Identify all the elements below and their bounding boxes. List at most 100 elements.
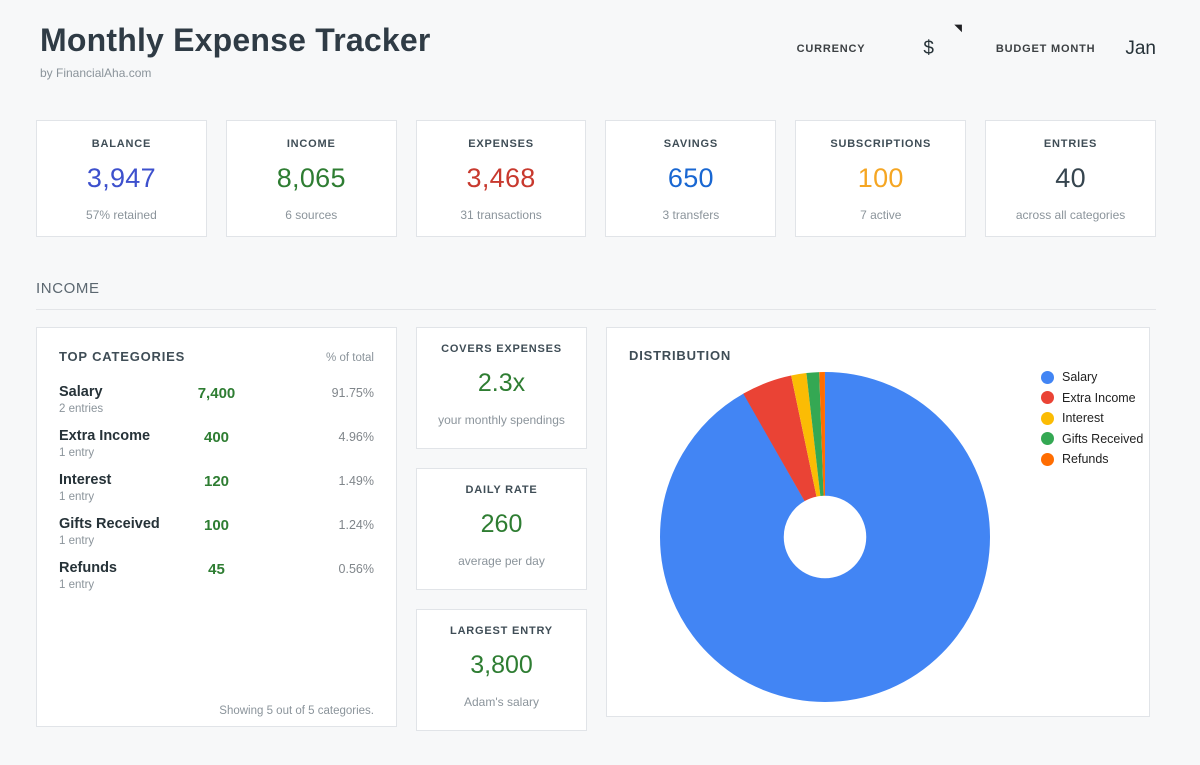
top-categories-title: TOP CATEGORIES: [59, 349, 186, 364]
kpi-label: DAILY RATE: [465, 484, 538, 496]
top-categories-header: TOP CATEGORIES % of total: [59, 349, 374, 364]
category-name-block: Extra Income 1 entry: [59, 428, 177, 459]
legend-label: Extra Income: [1062, 390, 1136, 405]
page-title: Monthly Expense Tracker: [40, 22, 431, 58]
kpi-label: LARGEST ENTRY: [450, 625, 553, 637]
kpi-label: COVERS EXPENSES: [441, 343, 562, 355]
stat-value: 3,947: [86, 163, 156, 193]
legend-dot-icon: [1041, 432, 1054, 445]
kpi-column: COVERS EXPENSES 2.3x your monthly spendi…: [416, 327, 587, 731]
largest-entry-card: LARGEST ENTRY 3,800 Adam's salary: [416, 609, 587, 731]
table-row: Interest 1 entry 120 1.49%: [59, 472, 374, 503]
pie-slice-interest: [660, 372, 990, 702]
legend-label: Salary: [1062, 370, 1098, 384]
stat-card-savings: SAVINGS 650 3 transfers: [605, 120, 777, 237]
donut-chart: [660, 372, 990, 702]
stat-value: 100: [857, 163, 904, 193]
currency-selector[interactable]: $ ◥: [923, 24, 962, 60]
category-value: 7,400: [197, 385, 236, 402]
category-percent: 1.49%: [338, 474, 374, 488]
pie-chart-svg: [660, 372, 990, 702]
chart-legend: Salary Extra Income Interest Gifts Recei…: [1041, 370, 1143, 473]
income-section-body: TOP CATEGORIES % of total Salary 2 entri…: [36, 327, 1200, 731]
table-row: Salary 2 entries 7,400 91.75%: [59, 384, 374, 415]
currency-value: $: [923, 38, 934, 59]
stat-card-subscriptions: SUBSCRIPTIONS 100 7 active: [795, 120, 967, 237]
stat-label: BALANCE: [91, 138, 152, 150]
page-subtitle: by FinancialAha.com: [40, 66, 152, 80]
category-entries: 1 entry: [59, 447, 95, 459]
stat-subtext: across all categories: [1015, 208, 1126, 222]
category-name: Salary: [59, 384, 103, 400]
title-block: Monthly Expense Tracker by FinancialAha.…: [40, 22, 431, 80]
stat-value: 8,065: [276, 163, 346, 193]
header-controls: CURRENCY $ ◥ BUDGET MONTH Jan: [796, 24, 1156, 60]
category-value: 120: [203, 473, 230, 490]
legend-dot-icon: [1041, 391, 1054, 404]
stat-subtext: 6 sources: [285, 208, 338, 222]
stat-label: ENTRIES: [1043, 138, 1098, 150]
stat-value: 3,468: [466, 163, 536, 193]
budget-month-label: BUDGET MONTH: [995, 43, 1096, 55]
stat-subtext: 3 transfers: [662, 208, 720, 222]
currency-label: CURRENCY: [796, 43, 866, 55]
table-row: Extra Income 1 entry 400 4.96%: [59, 428, 374, 459]
kpi-subtext: your monthly spendings: [438, 413, 565, 427]
category-percent: 0.56%: [338, 562, 374, 576]
header: Monthly Expense Tracker by FinancialAha.…: [0, 0, 1200, 80]
dropdown-arrow-icon: ◥: [954, 23, 962, 34]
table-row: Gifts Received 1 entry 100 1.24%: [59, 516, 374, 547]
section-title: INCOME: [36, 280, 100, 297]
category-name: Refunds: [59, 560, 117, 576]
stat-label: EXPENSES: [468, 138, 534, 150]
pie-slice-salary: [660, 372, 990, 702]
stat-card-expenses: EXPENSES 3,468 31 transactions: [415, 120, 587, 237]
stat-label: SAVINGS: [663, 138, 719, 150]
legend-label: Gifts Received: [1062, 431, 1144, 446]
stat-cards-row: BALANCE 3,947 57% retained INCOME 8,065 …: [36, 120, 1156, 237]
budget-month-selector[interactable]: Jan: [1125, 38, 1156, 59]
categories-footer-note: Showing 5 out of 5 categories.: [219, 705, 374, 717]
kpi-value: 260: [480, 510, 523, 538]
distribution-card: DISTRIBUTION Salary Extra Income Interes…: [606, 327, 1150, 717]
legend-dot-icon: [1041, 411, 1054, 425]
stat-label: INCOME: [286, 138, 336, 150]
category-entries: 2 entries: [59, 403, 104, 415]
distribution-title: DISTRIBUTION: [629, 348, 732, 363]
income-section-header: INCOME: [36, 280, 1156, 310]
stat-subtext: 7 active: [860, 208, 902, 222]
category-name: Extra Income: [59, 428, 151, 444]
legend-dot-icon: [1041, 370, 1054, 384]
category-value: 400: [203, 429, 230, 446]
category-name-block: Refunds 1 entry: [59, 560, 177, 591]
category-percent: 1.24%: [338, 518, 374, 532]
category-name: Interest: [59, 472, 112, 488]
top-categories-card: TOP CATEGORIES % of total Salary 2 entri…: [36, 327, 397, 727]
legend-dot-icon: [1041, 452, 1054, 466]
category-name-block: Interest 1 entry: [59, 472, 177, 503]
legend-item: Interest: [1041, 411, 1143, 425]
category-percent: 91.75%: [331, 386, 374, 400]
table-row: Refunds 1 entry 45 0.56%: [59, 560, 374, 591]
kpi-subtext: Adam's salary: [464, 695, 539, 709]
daily-rate-card: DAILY RATE 260 average per day: [416, 468, 587, 590]
kpi-value: 3,800: [470, 651, 533, 679]
kpi-value: 2.3x: [477, 369, 526, 397]
stat-label: SUBSCRIPTIONS: [830, 138, 932, 150]
stat-card-balance: BALANCE 3,947 57% retained: [36, 120, 207, 237]
category-entries: 1 entry: [59, 579, 95, 591]
category-name-block: Salary 2 entries: [59, 384, 177, 415]
stat-value: 40: [1055, 163, 1086, 193]
category-value: 100: [203, 517, 230, 534]
kpi-subtext: average per day: [458, 554, 545, 568]
legend-label: Interest: [1062, 411, 1104, 425]
category-entries: 1 entry: [59, 491, 95, 503]
covers-expenses-card: COVERS EXPENSES 2.3x your monthly spendi…: [416, 327, 587, 449]
category-value: 45: [208, 561, 225, 578]
stat-card-entries: ENTRIES 40 across all categories: [985, 120, 1156, 237]
stat-subtext: 57% retained: [86, 208, 157, 222]
legend-item: Salary: [1041, 370, 1143, 384]
legend-item: Extra Income: [1041, 391, 1143, 405]
stat-card-income: INCOME 8,065 6 sources: [225, 120, 397, 237]
